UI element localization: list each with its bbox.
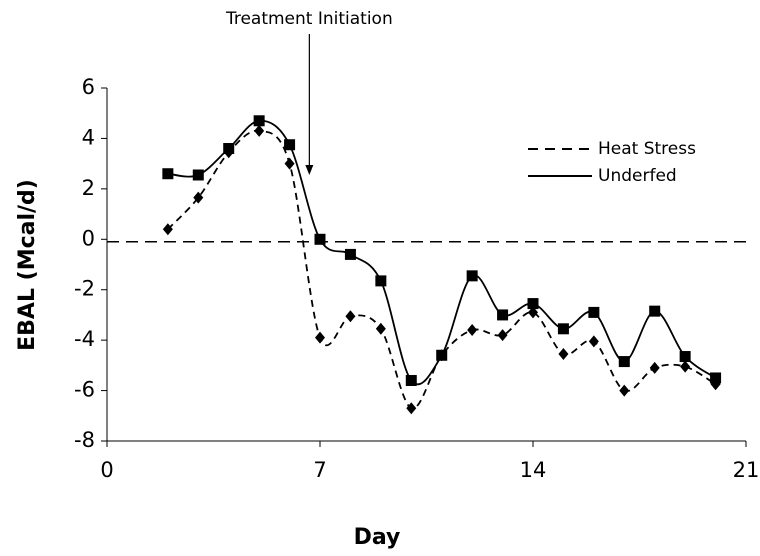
y-tick-label: -2 xyxy=(74,277,95,301)
marker xyxy=(527,298,539,310)
legend-label: Heat Stress xyxy=(598,139,696,159)
marker xyxy=(649,361,660,374)
series-line xyxy=(167,119,717,386)
marker xyxy=(557,323,569,335)
marker xyxy=(315,331,325,344)
marker xyxy=(284,139,296,151)
marker xyxy=(223,143,235,155)
marker xyxy=(162,168,174,180)
marker xyxy=(436,349,448,361)
marker xyxy=(619,384,630,397)
marker xyxy=(588,306,600,318)
marker xyxy=(162,223,173,236)
y-tick-label: -6 xyxy=(74,378,95,402)
x-axis-label: Day xyxy=(354,525,401,550)
marker xyxy=(375,322,386,335)
y-tick-label: 6 xyxy=(82,75,95,99)
x-tick-label: 0 xyxy=(100,458,113,482)
marker xyxy=(314,233,326,245)
marker xyxy=(649,305,661,317)
annotation-text: Treatment Initiation xyxy=(225,9,393,29)
marker xyxy=(345,310,356,323)
marker xyxy=(254,124,265,137)
x-tick-label: 14 xyxy=(520,458,547,482)
marker xyxy=(467,324,478,337)
marker xyxy=(680,360,691,373)
y-tick-label: 4 xyxy=(82,125,95,149)
marker xyxy=(405,374,417,386)
marker xyxy=(710,372,722,384)
x-tick-label: 21 xyxy=(733,458,760,482)
marker xyxy=(193,191,204,204)
marker xyxy=(588,335,599,348)
marker xyxy=(375,275,387,287)
marker xyxy=(192,169,204,181)
marker xyxy=(466,270,478,282)
marker xyxy=(406,402,417,415)
marker xyxy=(558,348,569,361)
marker xyxy=(344,248,356,260)
legend-label: Underfed xyxy=(598,166,677,186)
y-axis-label: EBAL (Mcal/d) xyxy=(15,179,40,351)
x-tick-label: 7 xyxy=(313,458,326,482)
annotation-arrowhead xyxy=(305,164,314,175)
y-tick-label: -8 xyxy=(74,428,95,452)
marker xyxy=(497,309,509,321)
y-tick-label: 2 xyxy=(82,176,95,200)
marker xyxy=(618,356,630,368)
marker xyxy=(679,351,691,363)
marker xyxy=(528,306,538,319)
y-tick-label: 0 xyxy=(82,226,95,250)
y-tick-label: -4 xyxy=(74,327,95,351)
marker xyxy=(284,157,295,170)
marker xyxy=(253,115,265,127)
marker xyxy=(497,329,508,342)
